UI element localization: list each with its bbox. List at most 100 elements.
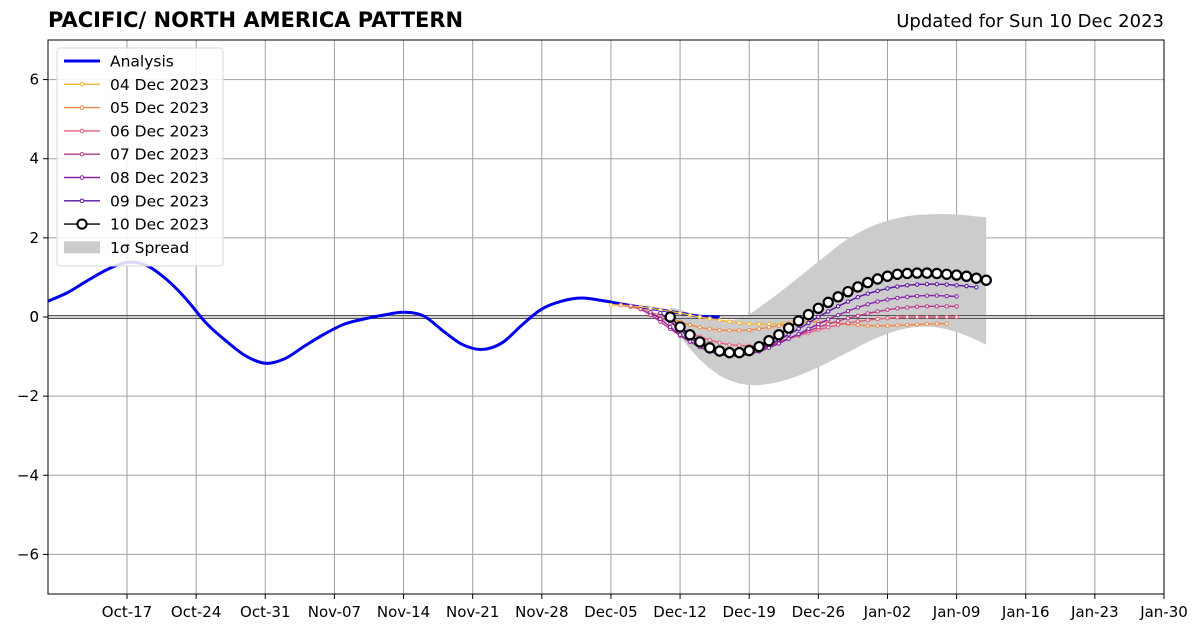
forecast-point bbox=[924, 281, 930, 287]
forecast-point bbox=[835, 322, 841, 328]
y-tick-label: 0 bbox=[29, 308, 39, 326]
forecast-point bbox=[970, 272, 983, 284]
forecast-point bbox=[924, 321, 930, 327]
forecast-point bbox=[934, 314, 940, 320]
forecast-point bbox=[921, 267, 933, 279]
forecast-point bbox=[865, 311, 870, 316]
forecast-point bbox=[905, 305, 910, 310]
forecast-point bbox=[954, 304, 959, 309]
forecast-point bbox=[885, 286, 890, 291]
forecast-point bbox=[826, 321, 831, 327]
legend-swatch-patch bbox=[64, 241, 100, 254]
forecast-point bbox=[826, 309, 831, 314]
forecast-point bbox=[862, 276, 874, 289]
forecast-point bbox=[756, 326, 762, 332]
forecast-point bbox=[723, 346, 736, 359]
forecast-point bbox=[766, 325, 772, 330]
forecast-point bbox=[875, 309, 880, 314]
forecast-point bbox=[707, 326, 712, 332]
legend-label: 04 Dec 2023 bbox=[110, 76, 209, 94]
legend-entry: Analysis bbox=[64, 53, 174, 71]
forecast-point bbox=[905, 322, 910, 328]
forecast-point bbox=[914, 282, 920, 287]
y-tick-label: 2 bbox=[29, 229, 39, 247]
forecast-point bbox=[865, 317, 870, 323]
y-tick-label: 6 bbox=[29, 71, 39, 89]
forecast-point bbox=[713, 345, 726, 357]
forecast-point bbox=[905, 294, 910, 300]
forecast-point bbox=[895, 284, 900, 289]
x-tick-label: Jan-02 bbox=[863, 603, 912, 621]
legend-swatch-marker bbox=[79, 128, 85, 134]
forecast-point bbox=[618, 302, 624, 308]
legend-swatch-marker bbox=[79, 175, 85, 180]
forecast-point bbox=[763, 335, 775, 347]
y-tick-label: 4 bbox=[29, 150, 39, 168]
forecast-point bbox=[934, 293, 940, 298]
forecast-point bbox=[875, 288, 880, 294]
legend-swatch-marker bbox=[76, 218, 88, 230]
forecast-point bbox=[845, 308, 851, 314]
forecast-point bbox=[871, 273, 884, 285]
forecast-point bbox=[895, 315, 900, 320]
x-tick-label: Jan-09 bbox=[932, 603, 981, 621]
forecast-point bbox=[628, 303, 633, 309]
forecast-series bbox=[664, 267, 992, 359]
forecast-point bbox=[835, 312, 841, 318]
forecast-point bbox=[727, 319, 732, 324]
legend-label: 1σ Spread bbox=[110, 239, 189, 257]
forecast-point bbox=[950, 269, 963, 281]
forecast-point bbox=[737, 320, 742, 326]
legend-entry: 1σ Spread bbox=[64, 239, 189, 257]
legend-entry: 09 Dec 2023 bbox=[64, 192, 209, 210]
forecast-point bbox=[964, 283, 969, 289]
forecast-point bbox=[835, 318, 841, 324]
legend-label: 10 Dec 2023 bbox=[110, 216, 209, 234]
forecast-point bbox=[944, 304, 949, 309]
plot-frame bbox=[47, 39, 1165, 595]
forecast-point bbox=[667, 324, 673, 330]
forecast-point bbox=[865, 323, 870, 328]
forecast-line bbox=[620, 304, 947, 332]
forecast-point bbox=[960, 270, 973, 282]
forecast-point bbox=[905, 283, 910, 288]
forecast-point bbox=[944, 293, 949, 299]
forecast-point bbox=[914, 314, 920, 320]
legend-entry: 07 Dec 2023 bbox=[64, 146, 209, 164]
forecast-point bbox=[905, 314, 910, 320]
forecast-point bbox=[648, 310, 653, 315]
legend-label: 08 Dec 2023 bbox=[110, 169, 209, 187]
forecast-point bbox=[727, 342, 732, 347]
forecast-point bbox=[638, 306, 643, 312]
x-tick-label: Dec-05 bbox=[584, 603, 638, 621]
forecast-point bbox=[914, 304, 920, 309]
forecast-point bbox=[826, 317, 831, 322]
forecast-point bbox=[941, 268, 953, 280]
forecast-point bbox=[924, 314, 930, 320]
forecast-point bbox=[677, 310, 683, 316]
forecast-point bbox=[727, 328, 732, 333]
x-tick-label: Jan-16 bbox=[1001, 603, 1050, 621]
forecast-point bbox=[658, 310, 663, 316]
forecast-point bbox=[855, 319, 861, 324]
forecast-point bbox=[733, 346, 746, 359]
y-tick-label: 0 bbox=[29, 308, 39, 326]
legend-entry: 06 Dec 2023 bbox=[64, 122, 209, 140]
forecast-point bbox=[885, 315, 890, 321]
forecast-point bbox=[756, 321, 762, 327]
forecast-point bbox=[747, 327, 752, 333]
forecast-point bbox=[697, 314, 703, 320]
legend: Analysis 04 Dec 2023 05 Dec 2023 06 Dec 202… bbox=[56, 47, 224, 267]
zero-line bbox=[48, 315, 1164, 319]
y-tick-label: −2 bbox=[17, 387, 39, 405]
forecast-point bbox=[684, 329, 696, 341]
chart-title: PACIFIC/ NORTH AMERICA PATTERN bbox=[48, 8, 464, 32]
forecast-point bbox=[852, 281, 864, 293]
forecast-point bbox=[648, 306, 653, 311]
forecast-point bbox=[891, 268, 904, 280]
forecast-point bbox=[717, 317, 722, 323]
forecast-point bbox=[737, 328, 742, 333]
x-tick-label: Oct-31 bbox=[240, 603, 290, 621]
forecast-point bbox=[737, 343, 742, 348]
y-tick-label: −6 bbox=[17, 545, 39, 563]
